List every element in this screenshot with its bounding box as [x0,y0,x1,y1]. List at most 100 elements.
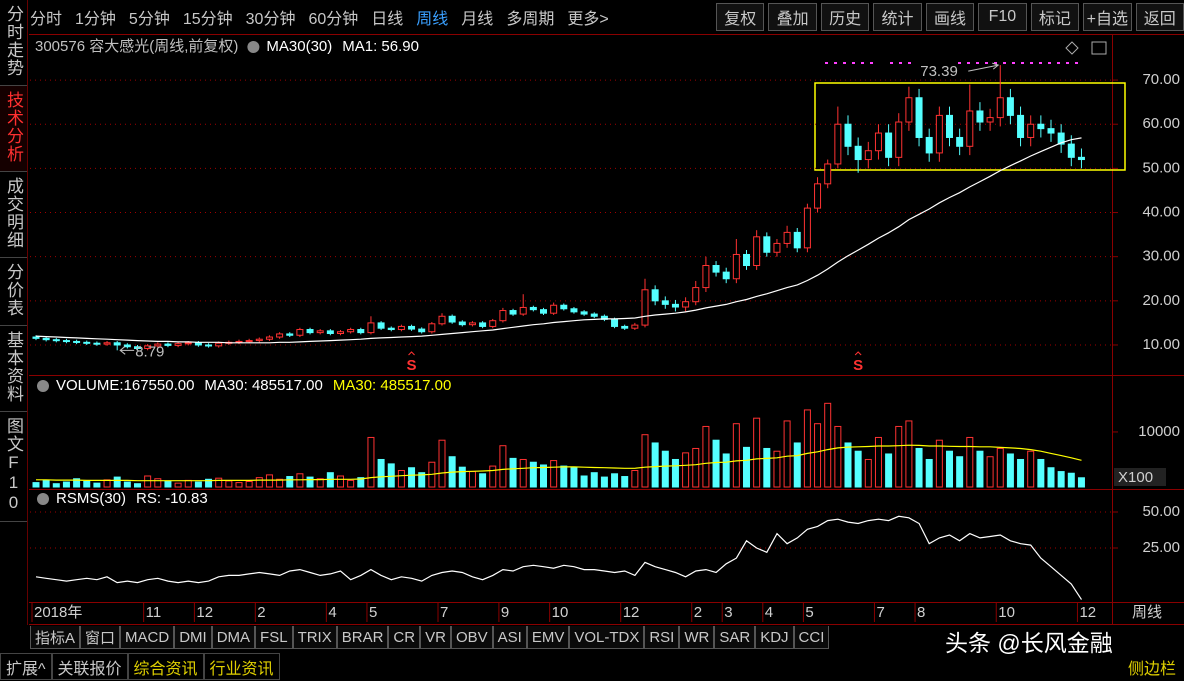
indicator-tab[interactable]: TRIX [292,626,337,649]
tool-button[interactable]: 统计 [873,3,922,31]
indicator-tab[interactable]: SAR [714,626,756,649]
sidebar-tab[interactable]: 基本资料 [0,326,27,412]
tool-button[interactable]: F10 [978,3,1027,31]
period-tab[interactable]: 周线 [416,11,449,28]
candle-body [560,304,568,310]
indicator-tab[interactable]: WR [679,626,715,649]
period-tab[interactable]: 30分钟 [245,11,296,28]
tool-button[interactable]: 返回 [1135,3,1184,31]
footer-tab[interactable]: 综合资讯 [127,653,204,680]
sidebar-tab[interactable]: 成交明细 [0,172,27,258]
indicator-tab[interactable]: RSI [644,626,680,649]
volume-bar [834,425,842,488]
panel-title: 300576 容大感光(周线,前复权) [35,37,238,55]
volume-bar [540,464,547,488]
candle-body [367,322,375,334]
candle-body [864,150,872,161]
volume-bar [682,452,690,488]
panel-icon[interactable] [37,380,49,392]
panel-icon[interactable] [37,493,49,505]
x-tick-label: 12 [196,604,213,621]
volume-bar [367,436,375,488]
sidebar-tab[interactable]: 分价表 [0,258,27,326]
period-tab[interactable]: 多周期 [506,11,555,28]
indicator-tab[interactable]: BRAR [336,626,389,649]
indicator-tab[interactable]: 窗口 [80,626,121,649]
candle-body [93,342,101,345]
candle-body [154,343,162,347]
candle-body [276,333,284,338]
period-tab[interactable]: 15分钟 [182,11,233,28]
series-line [35,137,1082,344]
tool-button[interactable]: 画线 [925,3,975,31]
period-tab[interactable]: 更多> [567,11,609,28]
panel-icon[interactable] [247,41,260,53]
tool-button[interactable]: 历史 [820,3,870,31]
high-arrow [968,62,1000,72]
candle-body [113,342,121,346]
footer-tabs: 扩展^ 关联报价 综合资讯 行业资讯 [0,653,280,680]
tool-button[interactable]: 叠加 [768,3,817,31]
candle-body [83,341,91,344]
volume-bar [671,458,679,488]
period-tab[interactable]: 60分钟 [308,11,359,28]
candle-body [783,231,791,244]
volume-bar [265,474,273,488]
candle-body [661,300,669,305]
volume-bar [611,473,619,488]
candle-body [479,322,487,327]
volume-bar [986,456,994,488]
indicator-tab[interactable]: CR [388,626,421,649]
indicator-tab[interactable]: ASI [492,626,527,649]
indicator-tab[interactable]: KDJ [755,626,794,649]
tool-button[interactable]: 标记 [1030,3,1080,31]
tool-button[interactable]: 复权 [716,3,765,31]
footer-tab[interactable]: 关联报价 [51,653,128,680]
indicator-tab[interactable]: DMA [211,626,256,649]
volume-bar [306,476,314,488]
candle-body [499,310,507,322]
volume-bar [418,472,426,488]
volume-bar [793,442,801,488]
period-tab[interactable]: 月线 [461,11,494,28]
indicator-tab[interactable]: 指标A [30,626,81,649]
period-tab[interactable]: 分时 [30,11,63,28]
volume-bar [397,469,405,488]
footer-right[interactable]: 侧边栏 [1127,661,1176,678]
x-tick-label: 9 [501,604,509,621]
window-icon[interactable] [1091,41,1107,55]
indicator-tab[interactable]: OBV [450,626,493,649]
indicator-tab[interactable]: MACD [120,626,175,649]
period-tab[interactable]: 1分钟 [75,11,116,28]
footer-tab[interactable]: 扩展^ [0,653,52,680]
candle-body [925,136,933,154]
candle-body [1057,132,1065,145]
series-line [36,444,1082,482]
diamond-icon[interactable] [1065,41,1079,55]
candle-body [793,231,801,249]
indicator-tab[interactable]: DMI [174,626,212,649]
period-tab[interactable]: 日线 [371,11,404,28]
volume-bar [205,478,213,488]
indicator-tab[interactable]: CCI [793,626,830,649]
indicator-tab[interactable]: VOL-TDX [569,626,645,649]
candle-body [265,336,273,340]
candle-body [1077,156,1085,161]
footer-tab[interactable]: 行业资讯 [203,653,280,680]
tool-button[interactable]: +自选 [1083,3,1132,31]
indicator-tab[interactable]: EMV [526,626,570,649]
volume-bar [286,476,294,488]
candle-body [671,303,679,308]
period-tab[interactable]: 5分钟 [128,11,170,28]
sidebar-tab[interactable]: 技术分析 [0,86,27,172]
sidebar-tab[interactable]: 图文F10 [0,412,27,522]
candle-body [357,329,365,334]
candle-body [1067,143,1075,158]
y-tick-label: 20.00 [1142,292,1180,309]
indicator-tab[interactable]: FSL [255,626,293,649]
volume-bar [519,458,527,488]
indicator-tab[interactable]: VR [420,626,451,649]
candle-body [194,342,202,346]
sidebar-tab[interactable]: 分时走势 [0,0,27,86]
